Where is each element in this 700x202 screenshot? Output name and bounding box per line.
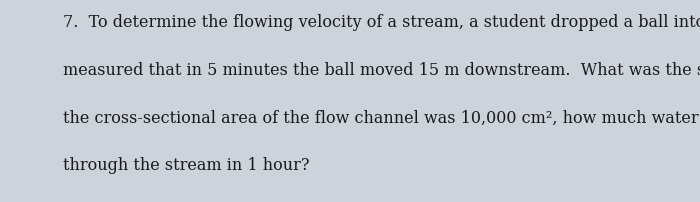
Text: through the stream in 1 hour?: through the stream in 1 hour?: [63, 157, 309, 174]
Text: 7.  To determine the flowing velocity of a stream, a student dropped a ball into: 7. To determine the flowing velocity of …: [63, 14, 700, 31]
Text: measured that in 5 minutes the ball moved 15 m downstream.  What was the stream : measured that in 5 minutes the ball move…: [63, 62, 700, 79]
Text: the cross-sectional area of the flow channel was 10,000 cm², how much water (in : the cross-sectional area of the flow cha…: [63, 109, 700, 126]
